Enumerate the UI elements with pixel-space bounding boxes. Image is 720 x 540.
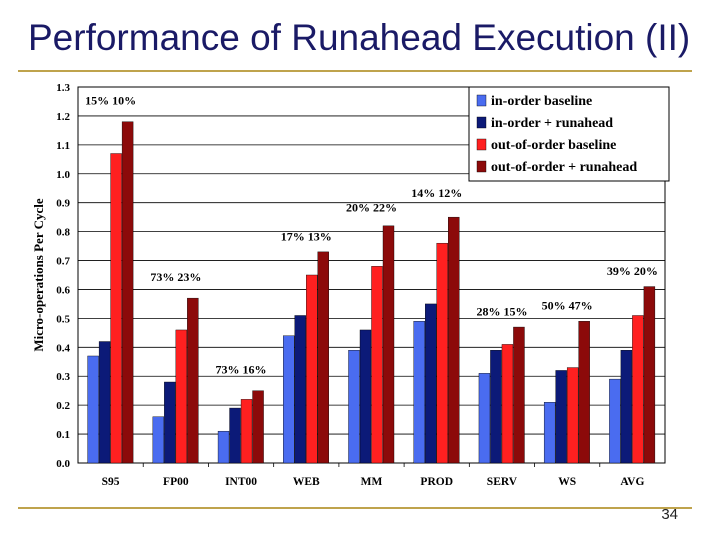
legend-swatch-1 (476, 94, 487, 107)
bar-prod-series-2 (425, 303, 437, 464)
y-tick-label: 0.2 (56, 400, 70, 412)
footer-rule (18, 507, 692, 509)
bar-s95-series-3 (110, 153, 122, 464)
bar-avg-series-3 (632, 315, 644, 464)
legend-label-3: out-of-order baseline (491, 138, 616, 153)
bar-fp00-series-2 (164, 381, 176, 464)
legend-label-1: in-order baseline (491, 94, 592, 109)
bar-ws-series-1 (543, 402, 556, 464)
bar-fp00-series-1 (152, 416, 165, 464)
bar-s95-series-1 (87, 355, 99, 464)
bar-s95-series-4 (121, 121, 134, 464)
annotation-int00: 73% 16% (216, 362, 267, 376)
bar-fp00-series-3 (175, 329, 188, 464)
bar-serv-series-3 (501, 344, 514, 464)
annotations: 15% 10% 73% 23% 73% 16% 17% 13% 20% 22% 14% 1… (85, 93, 658, 376)
y-tick-label: 0.6 (56, 284, 70, 296)
bar-web-series-3 (306, 274, 318, 464)
y-tick-label: 1.1 (56, 140, 70, 152)
x-tick-label-s95: S95 (102, 476, 120, 488)
bar-avg-series-4 (643, 286, 656, 464)
y-tick-label: 1.0 (56, 169, 70, 181)
bar-serv-series-2 (490, 350, 502, 464)
annotation-s95: 15% 10% (85, 93, 136, 107)
annotation-mm: 20% 22% (346, 200, 397, 214)
legend-swatch-2 (476, 116, 487, 129)
bar-mm-series-2 (359, 329, 372, 464)
bar-int00-series-3 (240, 399, 253, 464)
slide-title: Performance of Runahead Execution (II) (28, 17, 691, 58)
y-tick-label: 0.9 (56, 198, 70, 210)
bar-web-series-1 (283, 335, 295, 464)
bar-fp00-series-4 (187, 297, 199, 464)
y-tick-label: 0.8 (56, 227, 70, 239)
y-tick-label: 0.7 (56, 256, 70, 268)
x-tick-label-int00: INT00 (225, 476, 257, 488)
bar-mm-series-4 (382, 225, 395, 464)
bar-web-series-4 (317, 251, 329, 464)
bar-ws-series-3 (566, 367, 579, 464)
x-tick-label-avg: AVG (620, 476, 644, 488)
y-tick-label: 1.2 (56, 111, 70, 123)
legend-label-4: out-of-order + runahead (491, 160, 637, 175)
annotation-web: 17% 13% (281, 229, 332, 243)
x-tick-labels: S95 FP00 INT00 WEB MM PROD SERV WS AVG (102, 476, 645, 488)
bar-prod-series-3 (436, 242, 448, 464)
y-tick-label: 1.3 (56, 82, 70, 94)
y-tick-labels: 0.0 0.1 0.2 0.3 0.4 0.5 0.6 0.7 0.8 0.9 1.0 1.1 1.2 1… (56, 82, 70, 470)
y-tick-label: 0.5 (56, 313, 70, 325)
bar-ws-series-4 (578, 321, 590, 464)
bar-int00-series-4 (252, 390, 264, 464)
bar-web-series-2 (294, 315, 306, 464)
annotation-serv: 28% 15% (476, 304, 527, 318)
bars (87, 121, 656, 467)
annotation-prod: 14% 12% (411, 186, 462, 200)
legend: in-order baseline in-order + runahead out-… (468, 86, 670, 182)
x-tick-label-serv: SERV (487, 476, 518, 488)
bar-prod-series-4 (448, 216, 460, 464)
legend-label-2: in-order + runahead (491, 116, 613, 131)
x-tick-label-ws: WS (558, 476, 576, 488)
y-tick-label: 0.0 (56, 458, 70, 470)
annotation-fp00: 73% 23% (150, 270, 201, 284)
bar-avg-series-1 (609, 378, 621, 464)
bar-mm-series-3 (371, 266, 383, 464)
bar-mm-series-1 (348, 350, 360, 464)
y-tick-label: 0.4 (56, 342, 70, 354)
x-tick-label-web: WEB (293, 476, 320, 488)
y-tick-label: 0.3 (56, 371, 70, 383)
bar-ws-series-2 (555, 370, 567, 464)
legend-swatch-4 (476, 160, 487, 173)
bar-int00-series-1 (217, 430, 230, 464)
annotation-ws: 50% 47% (542, 299, 593, 313)
bar-avg-series-2 (620, 350, 633, 464)
legend-box (468, 86, 670, 182)
legend-swatch-3 (476, 138, 487, 151)
bar-serv-series-1 (478, 373, 491, 464)
page-number: 34 (661, 506, 678, 523)
bar-serv-series-4 (513, 326, 525, 464)
bar-prod-series-1 (413, 321, 425, 464)
y-tick-label: 0.1 (56, 429, 70, 441)
x-tick-label-mm: MM (361, 476, 383, 488)
annotation-avg: 39% 20% (607, 264, 658, 278)
x-tick-label-fp00: FP00 (163, 476, 189, 488)
title-rule (18, 70, 692, 72)
bar-s95-series-2 (98, 341, 111, 464)
y-axis-label: Micro-operations Per Cycle (31, 198, 46, 352)
bar-int00-series-2 (229, 407, 241, 464)
x-tick-label-prod: PROD (420, 476, 453, 488)
